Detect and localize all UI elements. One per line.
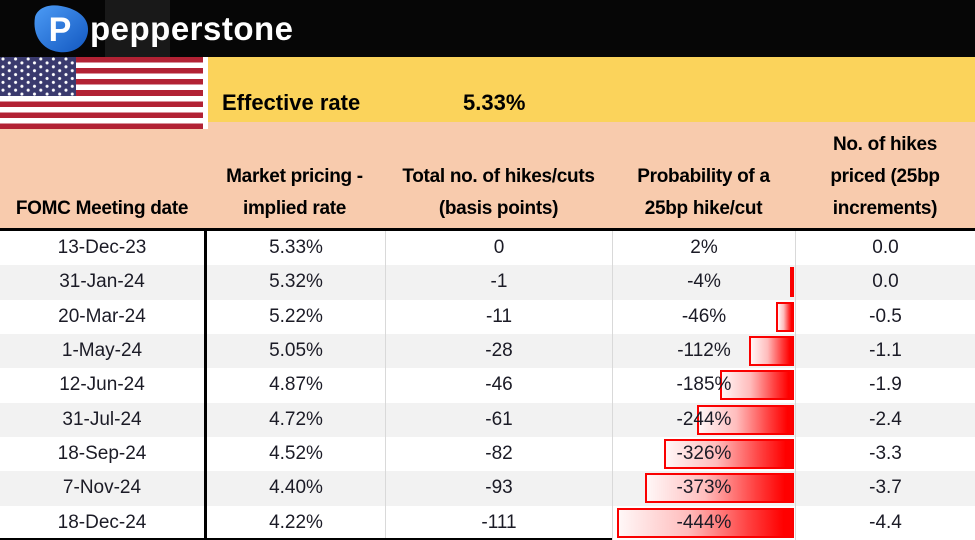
cell-implied-rate: 5.22% (204, 299, 385, 334)
probability-databar (645, 473, 794, 504)
header-implied-rate: Market pricing - implied rate (226, 166, 363, 219)
cell-implied-rate: 5.05% (204, 333, 385, 369)
cell-hikes-priced: 0.0 (795, 231, 975, 266)
table-row: 7-Nov-24 4.40% -93 -373% -3.7 (0, 471, 975, 506)
table-row: 31-Jul-24 4.72% -61 -244% -2.4 (0, 402, 975, 437)
probability-label: -326% (676, 443, 732, 465)
cell-total-bp: -93 (385, 471, 612, 506)
probability-databar (790, 267, 794, 298)
cell-hikes-priced: -1.9 (795, 368, 975, 403)
probability-databar (696, 404, 794, 435)
probability-label: -46% (681, 305, 727, 327)
cell-meeting-date: 7-Nov-24 (62, 477, 142, 499)
cell-hikes-priced: -2.4 (795, 402, 975, 437)
cell-hikes-priced: -3.7 (795, 471, 975, 506)
cell-hikes-priced: 0.0 (795, 265, 975, 300)
table-row: 18-Sep-24 4.52% -82 -326% -3.3 (0, 436, 975, 472)
cell-implied-rate: 4.52% (204, 436, 385, 472)
cell-implied-rate: 5.33% (204, 231, 385, 266)
cell-implied-rate: 5.32% (204, 265, 385, 300)
cell-meeting-date: 20-Mar-24 (58, 305, 146, 327)
probability-label: 2% (690, 237, 718, 259)
flag-right-gap (203, 57, 208, 129)
cell-total-bp: -1 (385, 265, 612, 300)
probability-label: -444% (676, 511, 732, 533)
header-meeting-date: FOMC Meeting date (15, 198, 189, 219)
table-body: 13-Dec-23 5.33% 0 2% 0.0 31-Jan-24 5.32%… (0, 231, 975, 540)
cell-probability: -373% (612, 471, 795, 506)
cell-meeting-date: 13-Dec-23 (57, 237, 147, 259)
cell-total-bp: -46 (385, 368, 612, 403)
fomc-pricing-table: 13-Dec-23 5.33% 0 2% 0.0 31-Jan-24 5.32%… (0, 228, 975, 540)
cell-total-bp: -82 (385, 436, 612, 472)
cell-implied-rate: 4.40% (204, 471, 385, 506)
cell-probability: -185% (612, 368, 795, 403)
cell-meeting-date: 31-Jan-24 (59, 271, 145, 293)
cell-hikes-priced: -4.4 (795, 505, 975, 540)
cell-meeting-date: 31-Jul-24 (62, 408, 142, 430)
table-row: 13-Dec-23 5.33% 0 2% 0.0 (0, 231, 975, 266)
cell-probability: 2% (612, 231, 795, 266)
effective-rate-banner: Effective rate 5.33% (207, 57, 975, 122)
cell-meeting-date: 12-Jun-24 (59, 374, 145, 396)
cell-meeting-date: 18-Dec-24 (57, 511, 147, 533)
table-header-row: FOMC Meeting date Market pricing - impli… (0, 122, 975, 228)
table-row: 20-Mar-24 5.22% -11 -46% -0.5 (0, 299, 975, 334)
cell-total-bp: -11 (385, 299, 612, 334)
header-total-bp: Total no. of hikes/cuts (basis points) (402, 166, 595, 219)
probability-databar (720, 370, 794, 401)
cell-probability: -46% (612, 299, 795, 334)
probability-databar (664, 438, 794, 469)
cell-probability: -112% (612, 333, 795, 369)
effective-rate-label: Effective rate (222, 90, 361, 115)
cell-probability: -326% (612, 436, 795, 472)
cell-hikes-priced: -0.5 (795, 299, 975, 334)
svg-text:P: P (49, 11, 72, 49)
cell-probability: -444% (612, 505, 795, 540)
pepperstone-logo-icon: P (34, 5, 89, 53)
cell-probability: -244% (612, 402, 795, 437)
table-row: 31-Jan-24 5.32% -1 -4% 0.0 (0, 265, 975, 300)
table-row: 1-May-24 5.05% -28 -112% -1.1 (0, 333, 975, 369)
probability-databar (749, 335, 794, 366)
effective-rate-value: 5.33% (463, 90, 526, 115)
header-probability: Probability of a 25bp hike/cut (637, 166, 770, 219)
cell-total-bp: -111 (385, 505, 612, 540)
probability-label: -244% (676, 408, 732, 430)
cell-total-bp: 0 (385, 231, 612, 266)
cell-implied-rate: 4.72% (204, 402, 385, 437)
probability-databar (775, 301, 794, 332)
cell-hikes-priced: -1.1 (795, 333, 975, 369)
table-row: 12-Jun-24 4.87% -46 -185% -1.9 (0, 368, 975, 403)
cell-total-bp: -28 (385, 333, 612, 369)
flag-canton-stars (0, 57, 76, 96)
cell-total-bp: -61 (385, 402, 612, 437)
top-brand-bar: P pepperstone (0, 0, 975, 57)
topbar-highlight (105, 0, 170, 57)
table-row: 18-Dec-24 4.22% -111 -444% -4.4 (0, 505, 975, 540)
cell-probability: -4% (612, 265, 795, 300)
probability-label: -373% (676, 477, 732, 499)
probability-databar (617, 507, 794, 538)
us-flag (0, 57, 203, 129)
table-bottom-border (0, 538, 612, 540)
cell-meeting-date: 1-May-24 (61, 340, 143, 362)
cell-hikes-priced: -3.3 (795, 436, 975, 472)
pepperstone-wordmark: pepperstone (90, 10, 294, 47)
cell-implied-rate: 4.22% (204, 505, 385, 540)
probability-label: -4% (687, 271, 721, 293)
header-hikes-priced: No. of hikes priced (25bp increments) (830, 134, 940, 219)
probability-label: -185% (676, 374, 732, 396)
cell-meeting-date: 18-Sep-24 (57, 443, 147, 465)
cell-implied-rate: 4.87% (204, 368, 385, 403)
probability-label: -112% (677, 340, 731, 362)
